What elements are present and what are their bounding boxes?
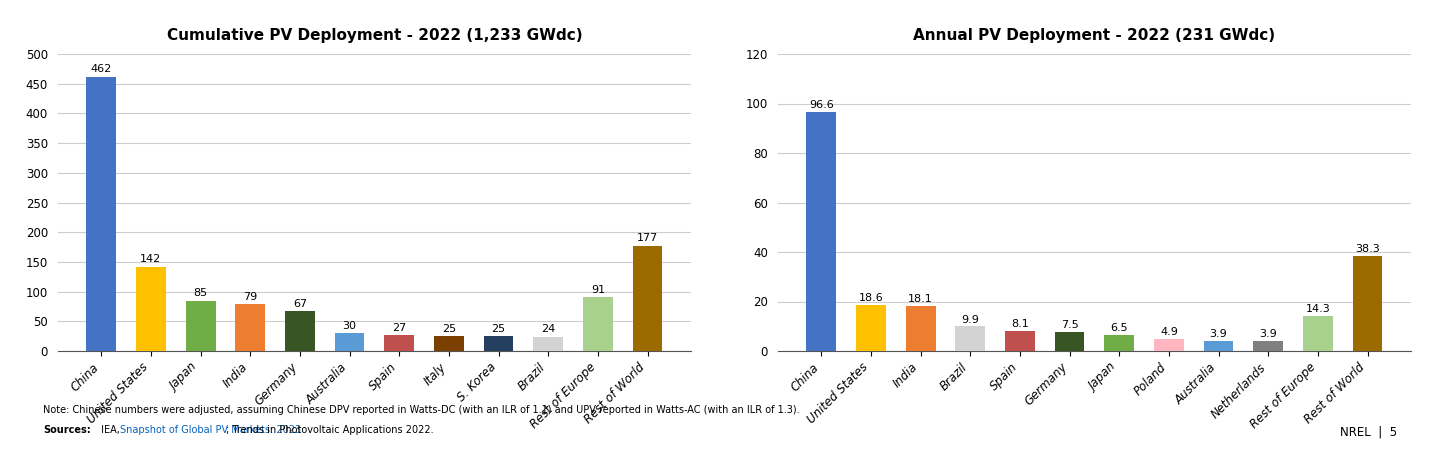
Text: 9.9: 9.9 (962, 315, 979, 324)
Text: 18.6: 18.6 (858, 293, 883, 303)
Bar (906, 306, 936, 351)
Text: 25: 25 (442, 324, 456, 334)
Bar (1253, 342, 1283, 351)
Title: Cumulative PV Deployment - 2022 (1,233 GWdc): Cumulative PV Deployment - 2022 (1,233 G… (167, 28, 582, 43)
Text: 8.1: 8.1 (1011, 319, 1028, 329)
Text: ; Trends in Photovoltaic Applications 2022.: ; Trends in Photovoltaic Applications 20… (226, 425, 433, 435)
Text: 27: 27 (392, 323, 406, 333)
Bar (186, 301, 216, 351)
Text: 18.1: 18.1 (909, 294, 933, 304)
Bar (285, 311, 315, 351)
Bar (433, 336, 464, 351)
Text: 38.3: 38.3 (1355, 244, 1380, 254)
Text: 142: 142 (140, 254, 161, 264)
Bar (1005, 331, 1035, 351)
Bar (235, 304, 265, 351)
Text: 4.9: 4.9 (1161, 327, 1178, 337)
Text: 462: 462 (91, 64, 112, 74)
Bar (334, 333, 364, 351)
Text: 6.5: 6.5 (1110, 323, 1128, 333)
Text: Snapshot of Global PV Markets: 2023: Snapshot of Global PV Markets: 2023 (120, 425, 301, 435)
Bar (1104, 335, 1135, 351)
Text: 96.6: 96.6 (809, 100, 834, 110)
Text: 7.5: 7.5 (1061, 320, 1079, 330)
Text: 14.3: 14.3 (1306, 304, 1331, 314)
Bar (1054, 333, 1084, 351)
Text: 177: 177 (636, 234, 658, 243)
Text: 25: 25 (491, 324, 505, 334)
Bar (955, 327, 985, 351)
Text: IEA,: IEA, (98, 425, 122, 435)
Title: Annual PV Deployment - 2022 (231 GWdc): Annual PV Deployment - 2022 (231 GWdc) (913, 28, 1276, 43)
Bar (135, 267, 166, 351)
Bar (855, 305, 886, 351)
Text: 30: 30 (343, 321, 357, 331)
Text: 3.9: 3.9 (1210, 329, 1227, 339)
Text: 91: 91 (590, 284, 605, 295)
Bar (583, 297, 613, 351)
Text: 24: 24 (541, 324, 556, 334)
Bar (632, 246, 662, 351)
Bar (1153, 339, 1184, 351)
Bar (1204, 342, 1234, 351)
Bar (1352, 256, 1382, 351)
Bar (484, 336, 514, 351)
Bar (1303, 315, 1333, 351)
Text: 67: 67 (292, 299, 307, 309)
Text: Sources:: Sources: (43, 425, 91, 435)
Bar (384, 335, 415, 351)
Text: Note: Chinese numbers were adjusted, assuming Chinese DPV reported in Watts-DC (: Note: Chinese numbers were adjusted, ass… (43, 405, 799, 415)
Text: NREL  |  5: NREL | 5 (1339, 425, 1397, 438)
Bar (806, 112, 837, 351)
Text: 85: 85 (193, 288, 207, 298)
Text: 3.9: 3.9 (1260, 329, 1277, 339)
Text: 79: 79 (243, 292, 258, 302)
Bar (86, 76, 117, 351)
Bar (533, 337, 563, 351)
